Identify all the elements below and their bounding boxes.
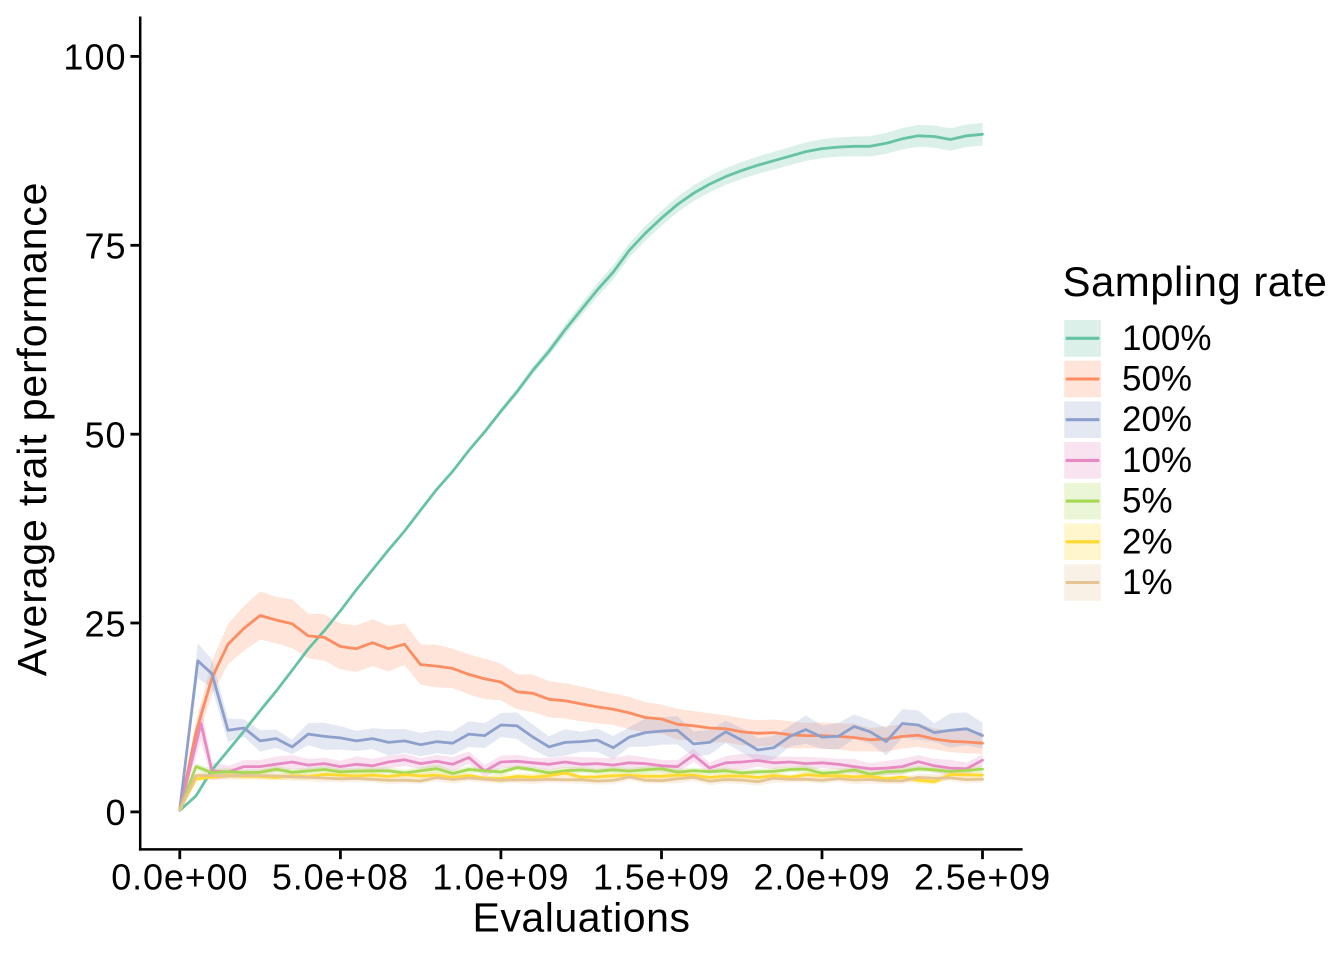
svg-text:50: 50	[84, 415, 126, 456]
svg-text:1%: 1%	[1122, 563, 1173, 602]
svg-text:10%: 10%	[1122, 441, 1192, 480]
svg-text:2.0e+09: 2.0e+09	[753, 857, 890, 898]
svg-text:20%: 20%	[1122, 400, 1192, 439]
svg-text:50%: 50%	[1122, 360, 1192, 399]
svg-text:1.0e+09: 1.0e+09	[432, 857, 569, 898]
svg-text:100: 100	[63, 37, 126, 78]
svg-text:1.5e+09: 1.5e+09	[593, 857, 730, 898]
svg-text:0: 0	[105, 792, 126, 833]
svg-text:25: 25	[84, 603, 126, 644]
svg-text:100%: 100%	[1122, 319, 1212, 358]
svg-text:2.5e+09: 2.5e+09	[914, 857, 1051, 898]
svg-text:5%: 5%	[1122, 482, 1173, 521]
svg-text:Sampling rate: Sampling rate	[1063, 258, 1328, 305]
svg-text:2%: 2%	[1122, 522, 1173, 561]
svg-text:0.0e+00: 0.0e+00	[111, 857, 248, 898]
svg-text:Evaluations: Evaluations	[472, 895, 690, 941]
svg-text:75: 75	[84, 226, 126, 267]
svg-text:5.0e+08: 5.0e+08	[272, 857, 409, 898]
svg-text:Average trait performance: Average trait performance	[9, 182, 55, 677]
